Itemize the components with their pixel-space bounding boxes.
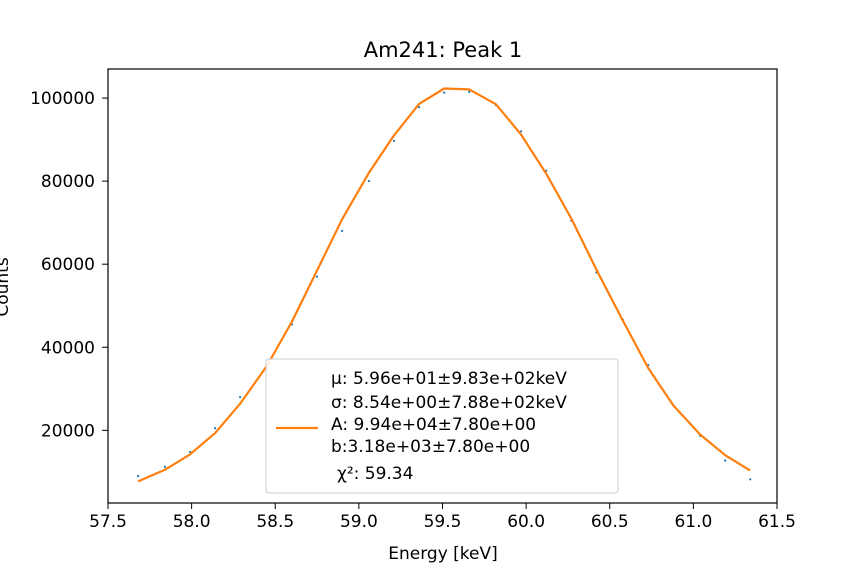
data-point (367, 180, 371, 183)
legend-line-background: b:3.18e+03±7.80e+00 (331, 437, 530, 457)
data-point (417, 106, 421, 109)
legend-line-amplitude: A: 9.94e+04±7.80e+00 (331, 415, 536, 435)
x-axis: 57.5 58.0 58.5 59.0 59.5 60.0 60.5 61.0 61.5 (89, 503, 796, 532)
legend: μ: 5.96e+01±9.83e+02keV σ: 8.54e+00±7.88… (265, 358, 619, 494)
data-point (239, 395, 242, 399)
x-tick-label: 59.0 (340, 512, 378, 532)
data-point (341, 229, 344, 233)
y-tick-label: 40000 (41, 338, 95, 358)
x-tick-label: 60.5 (591, 512, 629, 532)
x-tick-label: 58.0 (173, 512, 211, 532)
x-tick-label: 61.0 (674, 512, 712, 532)
y-tick-label: 80000 (41, 172, 95, 192)
x-tick-label: 58.5 (256, 512, 294, 532)
legend-line-mu: μ: 5.96e+01±9.83e+02keV (331, 369, 567, 389)
fit-curve (137, 87, 751, 483)
y-axis: 20000 40000 60000 80000 100000 (30, 89, 108, 441)
axes-frame (107, 68, 778, 504)
x-tick-label: 57.5 (89, 512, 127, 532)
legend-line-sigma: σ: 8.54e+00±7.88e+02keV (331, 393, 567, 413)
data-point (724, 459, 727, 462)
legend-line-chi2: χ²: 59.34 (337, 464, 413, 484)
data-point (392, 139, 396, 142)
data-point (443, 91, 446, 94)
x-tick-label: 60.0 (507, 512, 545, 532)
data-point (213, 427, 217, 430)
data-point (468, 90, 471, 93)
y-tick-label: 20000 (41, 421, 95, 441)
data-point (520, 130, 523, 133)
data-point (315, 275, 319, 278)
data-point (188, 450, 192, 454)
chart-title: Am241: Peak 1 (364, 38, 523, 62)
x-axis-label: Energy [keV] (388, 544, 498, 564)
legend-box (265, 358, 619, 494)
y-tick-label: 100000 (30, 89, 95, 109)
y-tick-label: 60000 (41, 255, 95, 275)
x-tick-label: 61.5 (758, 512, 796, 532)
data-point (749, 478, 752, 481)
data-point (137, 474, 140, 478)
y-axis-label: Counts (0, 257, 13, 316)
x-tick-label: 59.5 (424, 512, 462, 532)
data-point (163, 465, 166, 468)
